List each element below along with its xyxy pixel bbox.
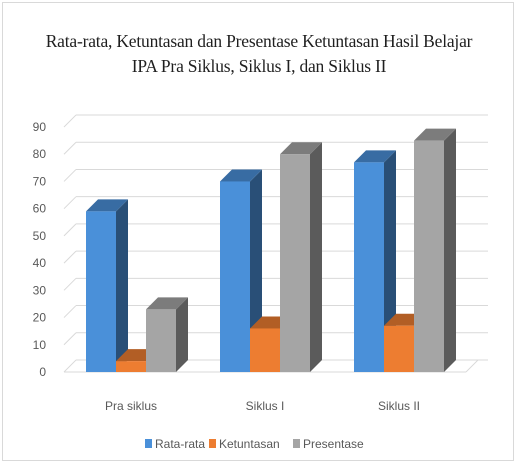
legend-swatch-presentase: [293, 439, 300, 448]
gridline-depth-20: [63, 305, 77, 318]
x-category-label: Pra siklus: [105, 399, 157, 413]
bar-rata-rata-siklus-ii: [354, 162, 384, 372]
chart-title-line-2: IPA Pra Siklus, Siklus I, dan Siklus II: [131, 56, 387, 76]
bar-top-presentase-pra-siklus: [146, 297, 188, 310]
bar-side-presentase-pra-siklus: [176, 297, 188, 372]
gridline-depth-40: [63, 250, 77, 264]
bar-presentase-pra-siklus: [146, 309, 176, 372]
bar-top-rata-rata-pra-siklus: [86, 199, 128, 212]
bar-ketuntasan-pra-siklus: [116, 361, 146, 372]
gridline-depth-60: [63, 196, 77, 210]
bar-rata-rata-siklus-i: [220, 181, 250, 372]
gridline-depth-90: [63, 114, 77, 128]
bar-ketuntasan-siklus-i: [250, 328, 280, 372]
x-category-label: Siklus II: [378, 399, 420, 413]
bar-top-presentase-siklus-i: [280, 142, 322, 155]
y-tick-label-90: 90: [33, 120, 47, 134]
y-tick-label-30: 30: [33, 283, 47, 297]
chart-title-line-1: Rata-rata, Ketuntasan dan Presentase Ket…: [45, 31, 473, 51]
gridline-depth-0: [63, 359, 77, 373]
y-tick-label-60: 60: [33, 202, 47, 216]
bar-ketuntasan-siklus-ii: [384, 325, 414, 372]
legend-swatch-ketuntasan: [209, 439, 216, 448]
bar-top-rata-rata-siklus-ii: [354, 150, 396, 163]
floor-side-edge: [465, 359, 479, 373]
bar-side-rata-rata-pra-siklus: [116, 199, 128, 372]
legend-swatch-rata-rata: [145, 439, 152, 448]
gridline-depth-80: [63, 141, 77, 155]
y-tick-label-70: 70: [33, 174, 47, 188]
y-tick-label-80: 80: [33, 147, 47, 161]
bar-side-rata-rata-siklus-ii: [384, 150, 396, 372]
y-tick-label-50: 50: [33, 229, 47, 243]
gridline-depth-50: [63, 223, 77, 237]
legend-label-ketuntasan: Ketuntasan: [219, 437, 280, 451]
y-tick-label-0: 0: [39, 365, 46, 379]
bar-presentase-siklus-ii: [414, 140, 444, 372]
bar-presentase-siklus-i: [280, 154, 310, 372]
bar-side-presentase-siklus-i: [310, 142, 322, 372]
y-tick-label-40: 40: [33, 256, 47, 270]
bar-top-presentase-siklus-ii: [414, 128, 456, 141]
x-category-label: Siklus I: [246, 399, 285, 413]
bar-rata-rata-pra-siklus: [86, 211, 116, 372]
legend-label-rata-rata: Rata-rata: [155, 437, 205, 451]
gridline-depth-70: [63, 169, 77, 182]
bar-top-rata-rata-siklus-i: [220, 169, 262, 182]
y-tick-label-10: 10: [33, 338, 47, 352]
bar-side-presentase-siklus-ii: [444, 128, 456, 372]
legend-label-presentase: Presentase: [303, 437, 364, 451]
gridline-depth-30: [63, 277, 77, 291]
gridline-depth-10: [63, 332, 77, 346]
y-tick-label-20: 20: [33, 311, 47, 325]
